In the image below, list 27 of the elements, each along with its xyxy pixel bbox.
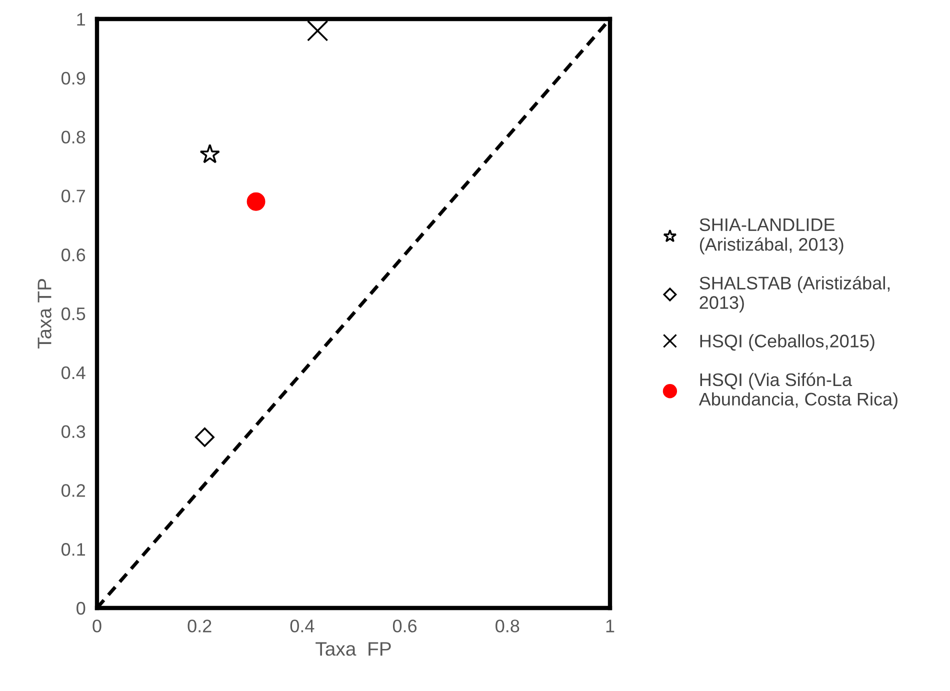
y-tick-label: 0	[76, 602, 86, 615]
y-tick-label: 1	[77, 13, 86, 26]
legend-label: SHIA-LANDLIDE (Aristizábal, 2013)	[700, 218, 844, 254]
x-tick-label: 1	[606, 620, 614, 632]
legend-label: SHALSTAB (Aristizábal, 2013)	[700, 276, 890, 313]
legend-label: HSQI (Via Sifón-La Abundancia, Costa Rica)	[698, 372, 898, 410]
x-axis-title: Taxa FP	[316, 642, 391, 656]
y-tick-label: 0.6	[61, 248, 86, 262]
y-tick-label: 0.3	[61, 425, 86, 438]
y-tick-label: 0.7	[61, 190, 85, 202]
y-tick-label: 0.8	[61, 130, 86, 144]
y-tick-label: 0.9	[61, 72, 86, 85]
x-tick-label: 0.2	[188, 620, 212, 632]
y-tick-label: 0.5	[61, 307, 86, 320]
point	[194, 427, 214, 447]
x-tick-label: 0.6	[392, 620, 417, 632]
x-tick-label: 0	[92, 620, 102, 632]
y-tick-label: 0.1	[61, 543, 86, 556]
y-tick-label: 0.2	[61, 484, 85, 497]
legend-label: HSQI (Ceballos,2015)	[700, 334, 874, 351]
x-tick-label: 0.8	[496, 620, 520, 632]
x-tick-label: 0.4	[290, 620, 314, 632]
point	[200, 144, 220, 164]
y-axis-title: Taxa TP	[38, 279, 52, 349]
point	[246, 192, 266, 211]
y-tick-label: 0.4	[61, 366, 86, 380]
point	[306, 20, 328, 42]
